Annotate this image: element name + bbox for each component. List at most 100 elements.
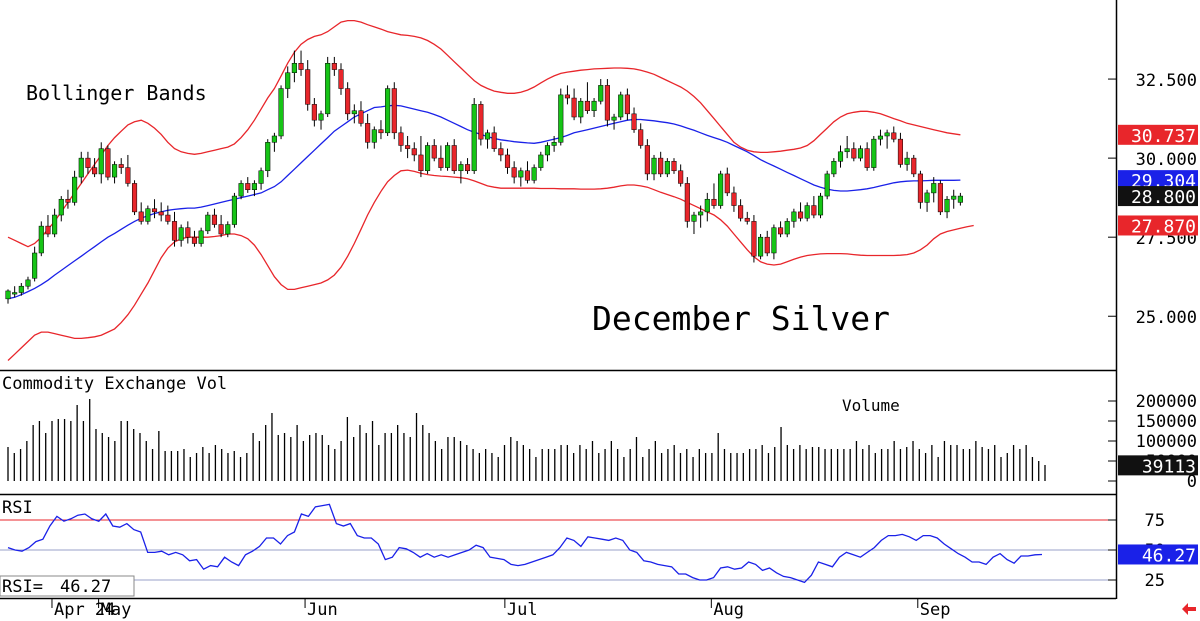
month-label: Aug — [713, 600, 744, 620]
candle — [897, 132, 903, 168]
candle — [924, 189, 930, 212]
candle-body — [817, 195, 824, 216]
candle — [291, 50, 297, 83]
candle — [804, 202, 810, 222]
candle — [78, 151, 84, 184]
scroll-left-arrow-icon[interactable] — [1182, 603, 1196, 615]
candle — [951, 189, 957, 209]
candle — [72, 170, 78, 206]
rsi-readout-label: RSI= — [2, 577, 43, 597]
candle — [604, 79, 610, 127]
candle — [45, 215, 51, 238]
candle-body — [105, 148, 111, 178]
price-gridlines — [1108, 78, 1116, 317]
candle-body — [531, 167, 537, 181]
candle — [205, 211, 211, 235]
candle — [325, 56, 331, 118]
candle-body — [584, 100, 590, 111]
candle-body — [418, 154, 424, 172]
price-value-label: 28.800 — [1118, 186, 1198, 208]
candle — [877, 129, 884, 146]
candle — [764, 230, 770, 257]
candle — [531, 164, 537, 184]
candle-body — [285, 72, 291, 89]
price-value-label: 30.737 — [1118, 124, 1198, 147]
candle-body — [18, 285, 24, 293]
candle — [338, 63, 344, 95]
candle-body — [198, 230, 204, 244]
candle — [578, 98, 584, 124]
candle-body — [125, 167, 131, 184]
candle — [5, 289, 11, 304]
candle — [38, 221, 44, 257]
candle — [125, 154, 131, 187]
candle — [491, 126, 497, 152]
candle-body — [145, 208, 151, 222]
candle-body — [358, 110, 364, 124]
candle-body — [764, 236, 770, 254]
candle-body — [738, 205, 744, 219]
volume-tick-label: 0 — [1187, 472, 1197, 492]
candle — [864, 142, 870, 171]
candle-body — [431, 145, 437, 159]
candlesticks — [5, 50, 963, 304]
candle-body — [411, 148, 417, 156]
candle-body — [85, 157, 91, 168]
candle-body — [458, 164, 464, 172]
candle-body — [311, 104, 317, 121]
candle — [598, 79, 604, 105]
candle-body — [271, 135, 277, 143]
candle-body — [891, 132, 897, 140]
candle — [391, 82, 397, 140]
candle — [584, 82, 590, 114]
candle-body — [218, 224, 224, 235]
candle-body — [897, 138, 903, 165]
candle — [418, 135, 424, 178]
candle-body — [911, 157, 917, 175]
volume-bars — [7, 399, 1046, 481]
candle — [411, 142, 417, 162]
candle-body — [691, 214, 697, 222]
candle — [551, 135, 557, 152]
candle — [265, 139, 271, 178]
candle — [211, 208, 218, 228]
candle-body — [72, 176, 78, 203]
candle — [165, 205, 171, 225]
candle-body — [518, 170, 524, 178]
rsi-value-label-text: 46.27 — [1142, 545, 1196, 566]
candle — [511, 161, 517, 184]
candle — [131, 180, 138, 216]
price-value-label-text: 28.800 — [1131, 187, 1196, 208]
candle — [638, 123, 644, 149]
candle — [738, 199, 744, 222]
candle — [285, 66, 291, 99]
candle — [524, 161, 531, 184]
candle-body — [491, 132, 497, 149]
candle-body — [957, 195, 963, 203]
candle-body — [231, 195, 237, 225]
candle-body — [837, 151, 844, 162]
candle-body — [185, 227, 191, 238]
candle — [471, 98, 477, 174]
candle — [851, 142, 857, 162]
candle-body — [871, 138, 877, 168]
candle — [258, 167, 264, 190]
volume-panel: Commodity Exchange Vol Volume 0500001000… — [2, 374, 1197, 492]
candle-body — [951, 195, 957, 200]
candle-body — [524, 170, 531, 181]
bollinger-bands-label: Bollinger Bands — [26, 81, 207, 105]
candle-body — [5, 290, 11, 300]
chart-title: December Silver — [592, 299, 890, 338]
candle-body — [778, 227, 784, 235]
candle-body — [131, 183, 138, 213]
candle-body — [325, 62, 331, 115]
candle-body — [65, 198, 71, 203]
candle-body — [624, 94, 630, 115]
candle — [911, 154, 917, 178]
candle-body — [351, 110, 357, 115]
candle — [271, 132, 277, 152]
candle — [311, 98, 317, 127]
candle-body — [451, 145, 457, 172]
candle-body — [345, 88, 351, 115]
candle — [405, 135, 411, 159]
